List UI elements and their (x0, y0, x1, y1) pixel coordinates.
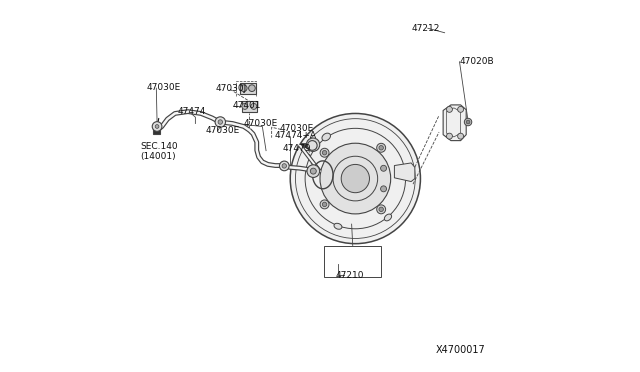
Circle shape (307, 141, 317, 150)
Circle shape (310, 168, 316, 174)
Text: 47030E: 47030E (280, 124, 314, 133)
Bar (240, 83, 255, 94)
Circle shape (282, 164, 287, 168)
Circle shape (465, 118, 472, 126)
Bar (324, 246, 381, 277)
Polygon shape (394, 163, 415, 182)
Circle shape (215, 117, 225, 127)
Text: X4700017: X4700017 (436, 346, 486, 355)
Circle shape (241, 85, 247, 92)
Circle shape (310, 141, 316, 148)
Circle shape (218, 120, 223, 124)
Circle shape (320, 148, 329, 157)
Circle shape (320, 200, 329, 209)
Circle shape (323, 202, 327, 206)
Circle shape (381, 165, 387, 171)
Ellipse shape (334, 223, 342, 229)
Circle shape (381, 186, 387, 192)
Polygon shape (443, 105, 466, 141)
Text: 47030E: 47030E (147, 83, 180, 92)
Circle shape (447, 133, 452, 139)
Circle shape (307, 138, 320, 151)
Circle shape (156, 125, 159, 128)
Text: SEC.140: SEC.140 (141, 142, 179, 151)
Circle shape (458, 106, 463, 112)
Circle shape (251, 103, 257, 109)
Circle shape (341, 164, 369, 193)
Text: 47030E: 47030E (206, 126, 240, 135)
Text: 47474+A: 47474+A (275, 131, 317, 140)
Text: 47030E: 47030E (244, 119, 278, 128)
Circle shape (280, 161, 289, 171)
Circle shape (379, 145, 383, 150)
Text: 47020B: 47020B (460, 57, 494, 65)
Circle shape (290, 113, 420, 244)
Text: 47030J: 47030J (215, 84, 246, 93)
Circle shape (320, 143, 390, 214)
Circle shape (248, 85, 255, 92)
Text: 47210: 47210 (335, 271, 364, 280)
Circle shape (323, 151, 327, 155)
Ellipse shape (385, 214, 392, 221)
Text: 47474: 47474 (178, 107, 206, 116)
Text: 47401: 47401 (232, 101, 261, 110)
Text: 47479: 47479 (283, 144, 311, 153)
Circle shape (307, 165, 319, 177)
Circle shape (377, 205, 386, 214)
Circle shape (152, 122, 162, 131)
Bar (152, 125, 160, 134)
Bar (242, 101, 257, 112)
Circle shape (458, 133, 463, 139)
Text: (14001): (14001) (141, 152, 177, 161)
Circle shape (242, 103, 248, 109)
Ellipse shape (322, 133, 330, 141)
Circle shape (466, 120, 470, 124)
Text: 47212: 47212 (411, 24, 440, 33)
Circle shape (447, 106, 452, 112)
Circle shape (377, 143, 386, 152)
Circle shape (379, 207, 383, 212)
